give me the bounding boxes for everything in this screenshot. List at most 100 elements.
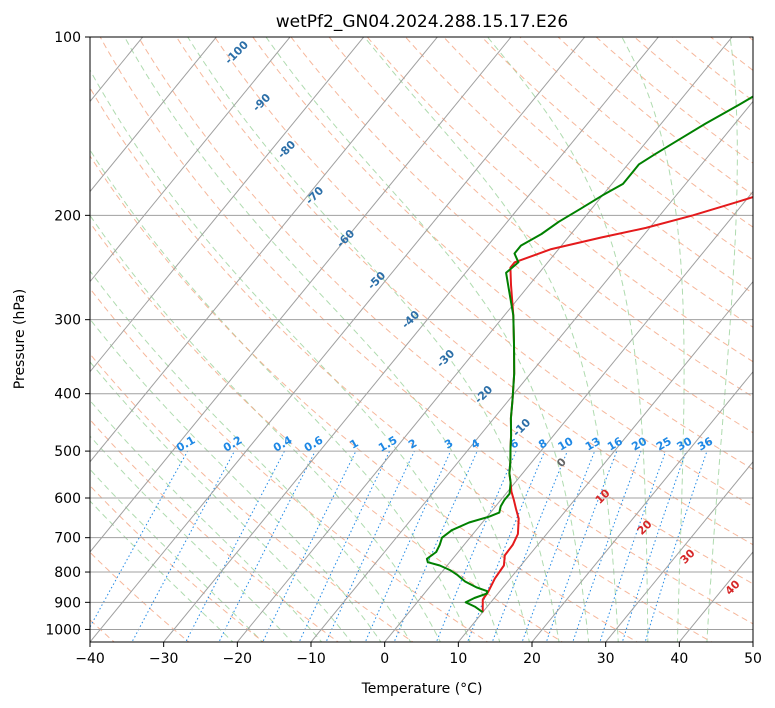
dry-adiabat-line xyxy=(90,418,340,642)
dry-adiabat-label: -10 xyxy=(510,416,533,439)
mixing-ratio-label: 3 xyxy=(442,437,455,452)
dry-adiabats xyxy=(90,37,753,642)
dry-adiabat-line xyxy=(90,551,190,642)
mixing-ratio-line xyxy=(131,450,235,642)
y-axis-ticks: 100 200 300 400 500 600 700 800 900 1000 xyxy=(45,30,90,638)
profile-series xyxy=(425,95,753,614)
dry-adiabat-label: 40 xyxy=(723,577,743,597)
mixing-ratio-line xyxy=(491,450,568,642)
moist-adiabat-line xyxy=(90,214,441,642)
dry-adiabat-line xyxy=(328,37,753,398)
dry-adiabat-line xyxy=(137,37,753,585)
moist-adiabat-line xyxy=(90,68,501,642)
moist-adiabat-line xyxy=(90,399,323,642)
dry-adiabat-label: 0 xyxy=(554,455,569,470)
x-tick-label: 10 xyxy=(449,651,467,667)
x-tick-label: 30 xyxy=(597,651,615,667)
mixing-ratio-line xyxy=(262,450,357,642)
dry-adiabat-label: 10 xyxy=(593,486,613,506)
dry-adiabat-line xyxy=(175,37,753,546)
dry-adiabat-line xyxy=(90,155,639,642)
isotherm-line xyxy=(90,37,586,642)
isotherm-line xyxy=(531,370,753,642)
y-tick-label: 500 xyxy=(54,444,81,460)
isobars xyxy=(90,37,753,630)
y-tick-label: 300 xyxy=(54,313,81,329)
dry-adiabat-line xyxy=(214,37,753,508)
dry-adiabat-line xyxy=(252,37,753,470)
moist-adiabat-line xyxy=(90,149,471,642)
moist-adiabat-line xyxy=(90,435,293,642)
temperature-profile-line xyxy=(481,196,753,613)
isotherm-line xyxy=(310,100,753,642)
mixing-ratio-label: 8 xyxy=(536,437,549,452)
x-tick-label: 20 xyxy=(523,651,541,667)
mixing-ratio-label: 2 xyxy=(406,437,419,452)
isotherm-line xyxy=(752,641,753,642)
isotherm-line xyxy=(90,37,291,283)
dry-adiabat-line xyxy=(290,37,753,434)
y-tick-label: 800 xyxy=(54,565,81,581)
mixing-ratio-line xyxy=(621,450,687,642)
moist-adiabat-line xyxy=(90,270,412,642)
isotherm-line xyxy=(90,37,218,193)
reference-line-labels: 0.1 0.2 0.4 0.6 1 1.5 2 3 4 6 8 10 13 16 20 25 30 36-100-… xyxy=(174,38,743,598)
isotherm-line xyxy=(384,190,753,642)
isotherm-line xyxy=(90,37,439,463)
isotherm-line xyxy=(605,461,753,642)
dry-adiabat-line xyxy=(442,37,753,294)
mixing-ratio-line xyxy=(466,450,546,642)
moist-adiabats xyxy=(90,37,738,642)
isotherm-line xyxy=(163,37,660,642)
isotherm-line xyxy=(236,37,733,642)
mixing-ratio-label: 4 xyxy=(469,436,482,451)
moist-adiabat-line xyxy=(90,500,234,642)
mixing-ratio-line xyxy=(325,450,415,642)
plot-area: 0.1 0.2 0.4 0.6 1 1.5 2 3 4 6 8 10 13 16 20 25 30 36-100-… xyxy=(90,37,753,642)
moist-adiabat-line xyxy=(363,37,619,642)
isotherm-line xyxy=(90,37,365,373)
isotherm-line xyxy=(457,280,753,642)
dry-adiabat-label: -60 xyxy=(334,227,357,250)
x-tick-label: 40 xyxy=(670,651,688,667)
x-tick-label: 0 xyxy=(380,651,389,667)
mixing-ratio-line xyxy=(572,450,642,642)
mixing-ratio-line xyxy=(185,450,285,642)
dry-adiabat-label: 30 xyxy=(678,546,698,566)
isotherm-line xyxy=(90,37,512,553)
dry-adiabat-line xyxy=(90,221,564,642)
mixing-ratio-line xyxy=(298,450,391,642)
x-tick-label: −40 xyxy=(75,651,105,667)
dewpoint-profile-line xyxy=(425,95,753,614)
plot-frame xyxy=(89,36,754,643)
mixing-ratio-line xyxy=(599,450,667,642)
dry-adiabat-line xyxy=(519,37,753,228)
dry-adiabat-line xyxy=(709,37,753,72)
mixing-ratio-line xyxy=(435,450,517,642)
chart-title: wetPf2_GN04.2024.288.15.17.E26 xyxy=(276,12,568,32)
dry-adiabat-label: -70 xyxy=(303,184,326,207)
dry-adiabat-label: -50 xyxy=(365,269,388,292)
y-tick-label: 200 xyxy=(54,208,81,224)
mixing-ratio-line xyxy=(218,450,316,642)
dry-adiabat-label: -30 xyxy=(434,347,457,370)
dry-adiabat-line xyxy=(90,287,489,642)
dry-adiabat-line xyxy=(748,37,753,41)
mixing-ratio-line xyxy=(90,450,189,629)
dry-adiabat-line xyxy=(99,37,753,625)
x-tick-label: −30 xyxy=(149,651,179,667)
mixing-ratio-line xyxy=(521,450,596,642)
isotherms xyxy=(90,37,753,642)
mixing-ratio-line xyxy=(644,450,708,642)
dry-adiabat-line xyxy=(90,353,414,642)
y-tick-label: 900 xyxy=(54,595,81,611)
x-tick-label: −20 xyxy=(223,651,253,667)
dry-adiabat-label: -100 xyxy=(222,38,251,67)
y-tick-label: 1000 xyxy=(45,622,81,638)
y-tick-label: 600 xyxy=(54,491,81,507)
y-tick-label: 100 xyxy=(54,30,81,46)
dry-adiabat-label: -20 xyxy=(472,383,495,406)
x-axis-label: Temperature (°C) xyxy=(361,681,483,697)
moist-adiabat-line xyxy=(90,361,352,642)
